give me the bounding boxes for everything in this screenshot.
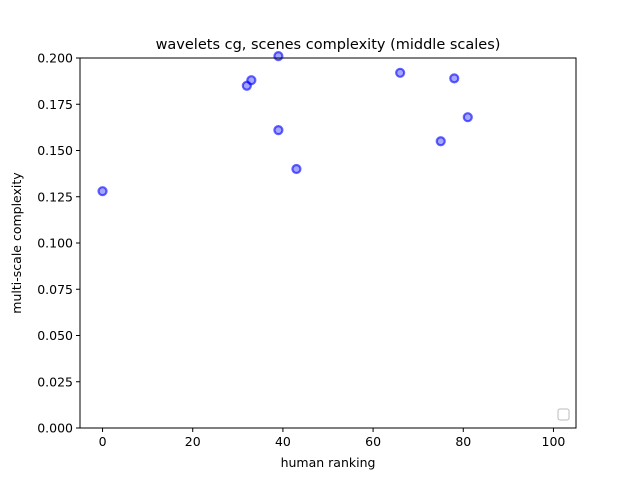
data-point [291,163,302,175]
y-tick-label: 0.175 [37,97,73,112]
y-tick-label: 0.050 [37,328,73,343]
y-tick-label: 0.000 [37,421,73,436]
x-tick-label: 40 [275,434,291,449]
x-tick-label: 60 [365,434,381,449]
y-tick-label: 0.150 [37,143,73,158]
x-tick-label: 0 [99,434,107,449]
x-tick-label: 100 [542,434,566,449]
data-point [395,67,406,78]
data-point [449,73,460,84]
data-point [462,112,473,123]
data-point [97,186,108,197]
y-tick-label: 0.025 [37,374,73,389]
x-tick-label: 80 [455,434,471,449]
legend-box [557,408,570,421]
y-tick-label: 0.100 [37,236,73,251]
plot-area-frame [79,57,577,429]
data-point [435,136,446,147]
data-point [273,51,284,62]
x-axis-label: human ranking [281,455,376,470]
x-tick-label: 20 [185,434,201,449]
y-tick-label: 0.075 [37,282,73,297]
data-point [246,75,257,86]
y-tick-label: 0.125 [37,189,73,204]
data-point [273,125,284,136]
y-tick-label: 0.200 [37,51,73,66]
chart-title: wavelets cg, scenes complexity (middle s… [156,37,501,53]
y-axis-label: multi-scale complexity [9,172,24,314]
